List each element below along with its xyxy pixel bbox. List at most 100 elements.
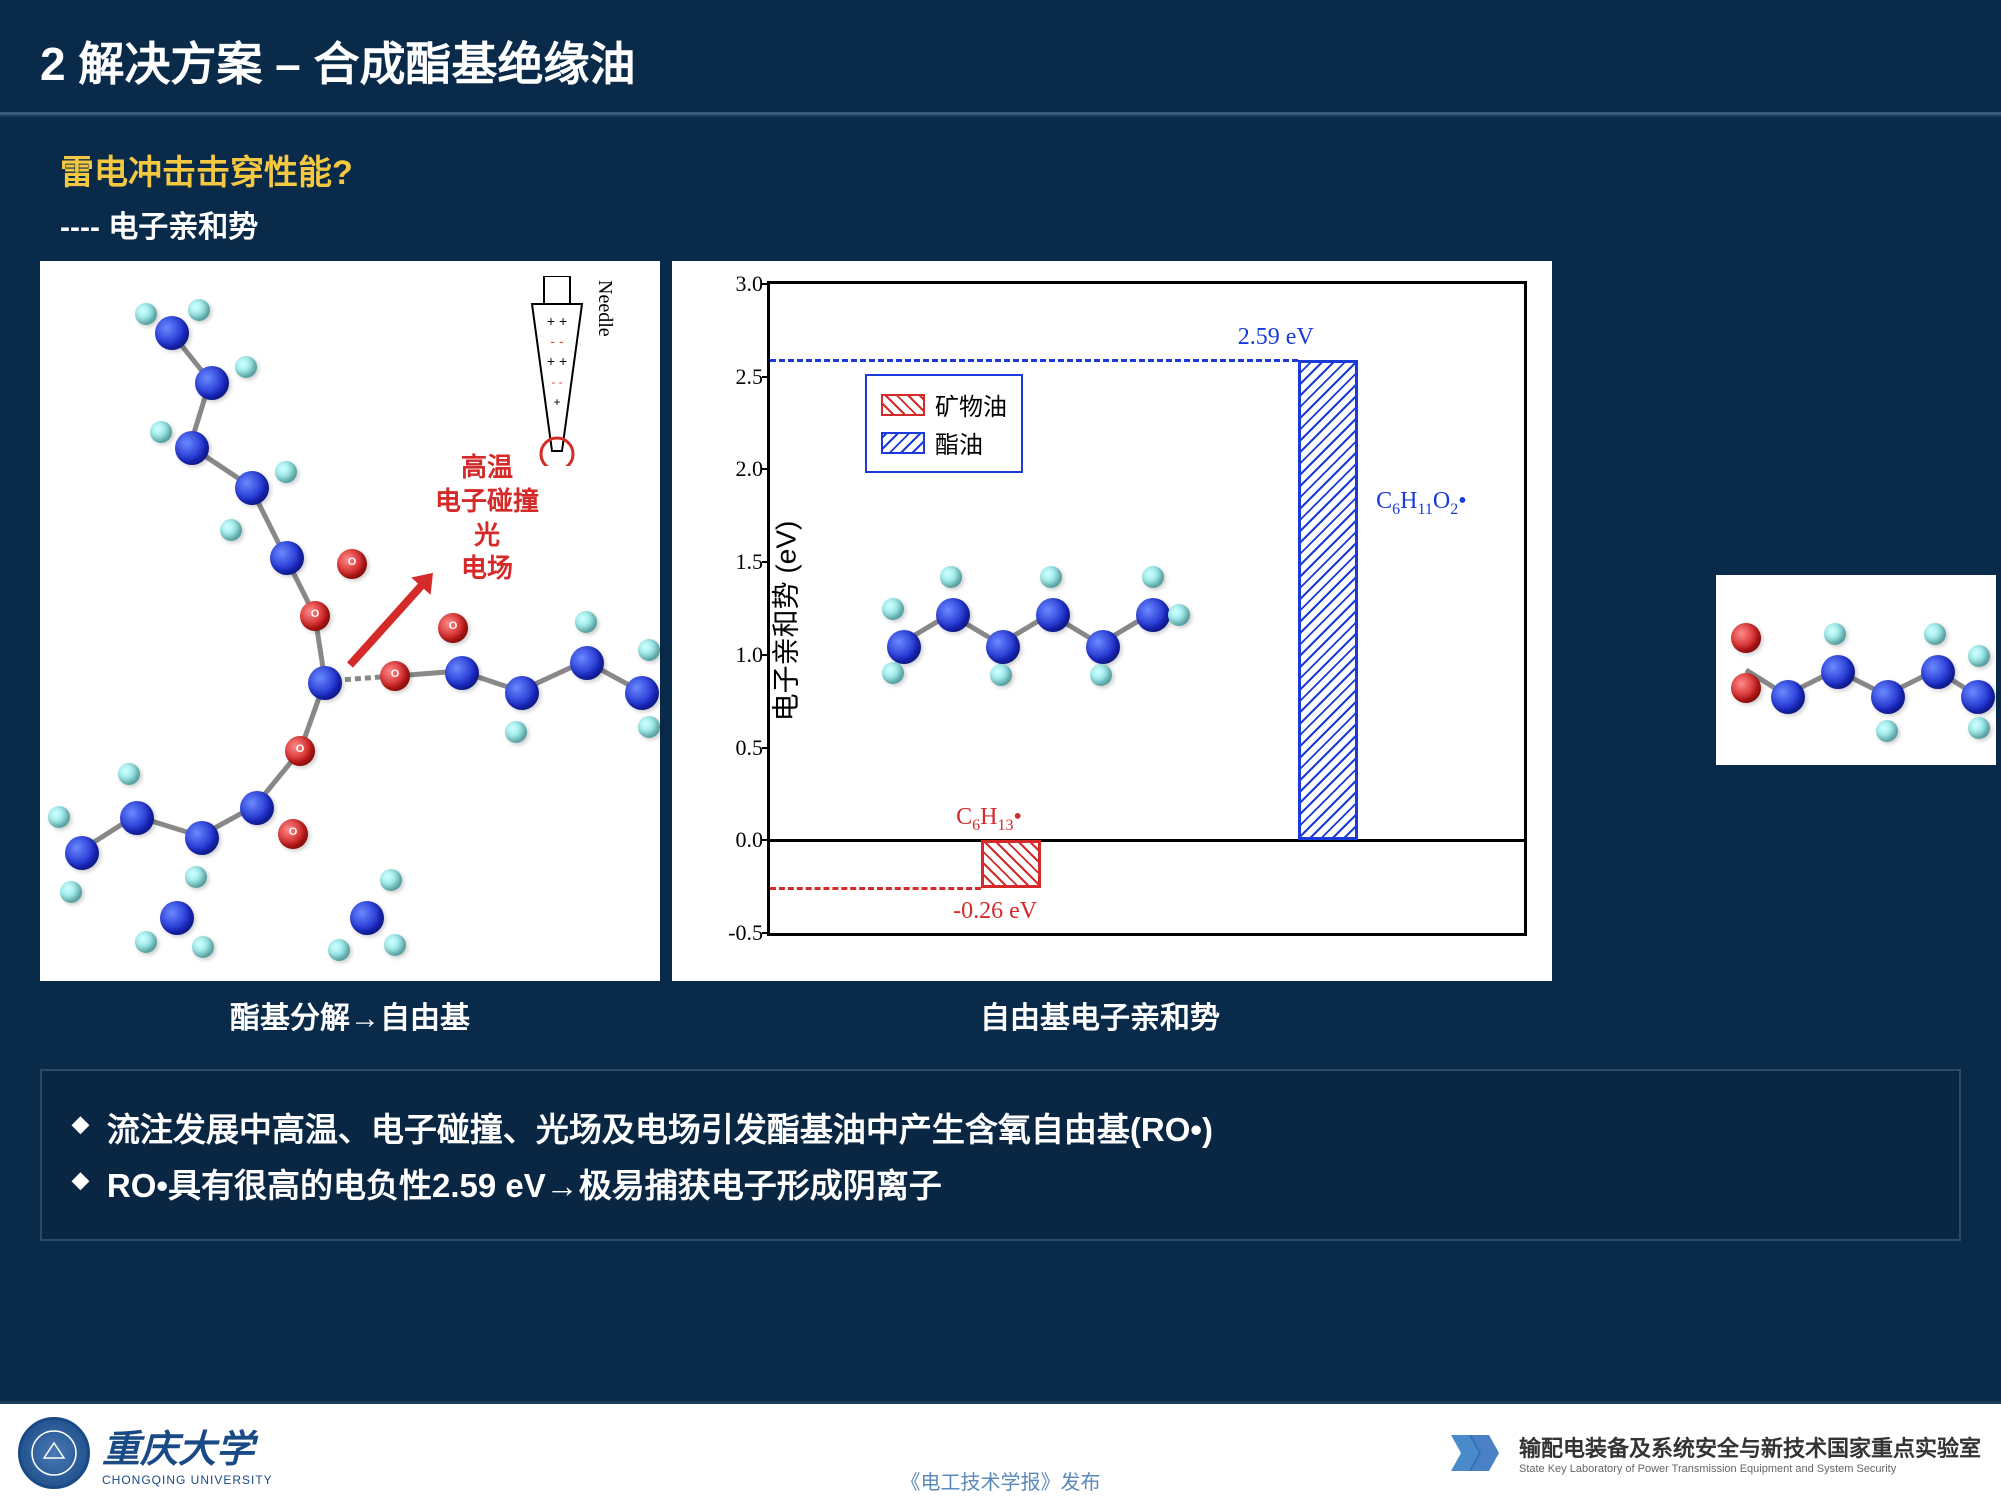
bullet-1: ◆ 流注发展中高温、电子碰撞、光场及电场引发酯基油中产生含氧自由基(RO•) <box>72 1103 1929 1151</box>
bar-ester <box>1298 360 1358 840</box>
atom-c <box>195 366 229 400</box>
bullet-marker-icon: ◆ <box>72 1111 89 1137</box>
atom-c <box>570 646 604 680</box>
formula-ester: C6H11O2• <box>1376 488 1467 519</box>
legend-label: 矿物油 <box>935 387 1007 422</box>
footer: 重庆大学 CHONGQING UNIVERSITY 《电工技术学报》发布 输配电… <box>0 1401 2001 1501</box>
atom-h <box>135 303 157 325</box>
bullet-text-1: 流注发展中高温、电子碰撞、光场及电场引发酯基油中产生含氧自由基(RO•) <box>107 1103 1213 1151</box>
lab-block: 输配电装备及系统安全与新技术国家重点实验室 State Key Laborato… <box>1443 1427 1981 1479</box>
sub-line: ---- 电子亲和势 <box>60 202 1941 246</box>
atom-c <box>235 471 269 505</box>
formula-mineral: C6H13• <box>956 804 1022 835</box>
atom-c <box>270 541 304 575</box>
ytick-label: 0.0 <box>718 827 763 853</box>
ytick-label: 2.0 <box>718 456 763 482</box>
value-label-mineral: -0.26 eV <box>953 898 1037 925</box>
bullet-text-2: RO•具有很高的电负性2.59 eV→极易捕获电子形成阴离子 <box>107 1159 942 1207</box>
atom-c <box>1771 680 1805 714</box>
guide-line-mineral <box>770 887 981 890</box>
atom-c <box>175 431 209 465</box>
atom-h <box>1924 623 1946 645</box>
university-name-cn: 重庆大学 <box>102 1418 273 1473</box>
atom-h <box>1968 717 1990 739</box>
lab-name-en: State Key Laboratory of Power Transmissi… <box>1519 1463 1981 1475</box>
atom-h <box>1876 720 1898 742</box>
university-name-en: CHONGQING UNIVERSITY <box>102 1473 273 1487</box>
extra-molecule-panel <box>1716 575 1996 765</box>
atom-h <box>185 866 207 888</box>
atom-h <box>275 461 297 483</box>
ytick-label: 2.5 <box>718 364 763 390</box>
guide-line-ester <box>770 359 1298 362</box>
atom-h <box>380 869 402 891</box>
bullet-box: ◆ 流注发展中高温、电子碰撞、光场及电场引发酯基油中产生含氧自由基(RO•) ◆… <box>40 1069 1961 1241</box>
atom-c <box>505 676 539 710</box>
atom-h <box>1968 645 1990 667</box>
chart-legend: 矿物油酯油 <box>865 374 1023 473</box>
bar-mineral <box>981 840 1041 888</box>
atom-c <box>65 836 99 870</box>
legend-swatch <box>881 432 925 454</box>
inset-molecule <box>880 544 1200 704</box>
ytick-label: 1.5 <box>718 549 763 575</box>
atom-c <box>120 801 154 835</box>
subtitle-block: 雷电冲击击穿性能? ---- 电子亲和势 <box>0 117 2001 261</box>
atom-h <box>1824 623 1846 645</box>
question-line: 雷电冲击击穿性能? <box>60 145 1941 194</box>
atom-h <box>60 881 82 903</box>
ytick-label: 1.0 <box>718 642 763 668</box>
zero-axis-line <box>770 839 1524 842</box>
atom-h <box>328 939 350 961</box>
atom-h <box>505 721 527 743</box>
atom-c <box>308 666 342 700</box>
atom-o <box>1731 623 1761 653</box>
bullet-2: ◆ RO•具有很高的电负性2.59 eV→极易捕获电子形成阴离子 <box>72 1159 1929 1207</box>
left-caption: 酯基分解→自由基 <box>40 993 660 1037</box>
ytick-label: 0.5 <box>718 735 763 761</box>
atom-o <box>1731 673 1761 703</box>
right-panel-chart: 电子亲和势 (eV) -0.50.00.51.01.52.02.53.0-0.2… <box>672 261 1552 981</box>
bullet-marker-icon: ◆ <box>72 1167 89 1193</box>
atom-c <box>185 821 219 855</box>
molecule-svg <box>40 261 660 981</box>
atom-h <box>135 931 157 953</box>
atom-h <box>220 519 242 541</box>
atom-h <box>575 611 597 633</box>
atom-c <box>1961 680 1995 714</box>
ytick-label: 3.0 <box>718 271 763 297</box>
atom-h <box>48 806 70 828</box>
atom-h <box>235 356 257 378</box>
slide-title: 2 解决方案 – 合成酯基绝缘油 <box>0 0 2001 115</box>
atom-h <box>192 936 214 958</box>
university-logo-icon <box>18 1417 90 1489</box>
atom-h <box>638 639 660 661</box>
atom-c <box>1821 655 1855 689</box>
chart-plot-area: -0.50.00.51.01.52.02.53.0-0.26 eVC6H13•2… <box>767 281 1527 936</box>
atom-c <box>1871 680 1905 714</box>
lab-name-cn: 输配电装备及系统安全与新技术国家重点实验室 <box>1519 1431 1981 1463</box>
caption-row: 酯基分解→自由基 自由基电子亲和势 <box>0 981 2001 1045</box>
atom-h <box>384 934 406 956</box>
university-block: 重庆大学 CHONGQING UNIVERSITY <box>18 1417 273 1489</box>
atom-c <box>1921 655 1955 689</box>
atom-c <box>350 901 384 935</box>
atom-c <box>160 901 194 935</box>
atom-c <box>445 656 479 690</box>
value-label-ester: 2.59 eV <box>1238 324 1314 351</box>
atom-h <box>638 716 660 738</box>
legend-swatch <box>881 394 925 416</box>
atom-c <box>240 791 274 825</box>
panel-row: + + - - + + - - + Needle 高温 电子碰撞 光 电场 <box>0 261 2001 981</box>
right-caption: 自由基电子亲和势 <box>660 993 1540 1037</box>
atom-h <box>150 421 172 443</box>
legend-label: 酯油 <box>935 425 983 460</box>
atom-h <box>118 763 140 785</box>
atom-c <box>625 676 659 710</box>
left-panel-molecule: + + - - + + - - + Needle 高温 电子碰撞 光 电场 <box>40 261 660 981</box>
lab-logo-icon <box>1443 1427 1505 1479</box>
atom-h <box>188 299 210 321</box>
atom-c <box>155 316 189 350</box>
ytick-label: -0.5 <box>718 920 763 946</box>
publication-label: 《电工技术学报》发布 <box>901 1466 1101 1495</box>
